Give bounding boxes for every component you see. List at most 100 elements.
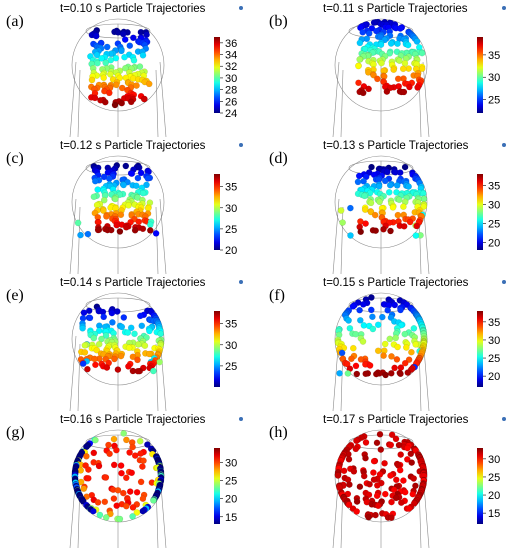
particle bbox=[381, 340, 389, 348]
particle bbox=[152, 230, 160, 237]
particle bbox=[143, 181, 150, 189]
axis-triad-icon bbox=[239, 417, 243, 421]
particle bbox=[396, 169, 404, 176]
particle bbox=[387, 441, 395, 449]
panel-letter: (h) bbox=[269, 424, 288, 441]
particle bbox=[118, 47, 125, 55]
particle bbox=[126, 42, 134, 49]
particle bbox=[134, 367, 142, 375]
particle bbox=[397, 451, 404, 458]
particles bbox=[337, 163, 428, 239]
funnel-line bbox=[159, 198, 167, 274]
particles bbox=[355, 18, 426, 97]
particle bbox=[397, 364, 405, 371]
axis-triad-icon bbox=[239, 143, 243, 147]
particle bbox=[84, 365, 91, 373]
particle bbox=[336, 370, 343, 377]
particle bbox=[116, 228, 124, 235]
particle bbox=[91, 355, 98, 363]
colorbar-tick-label: 36 bbox=[225, 38, 237, 50]
panel-letter: (g) bbox=[6, 424, 25, 441]
particle bbox=[113, 221, 120, 229]
panel-letter: (e) bbox=[6, 287, 24, 304]
particles bbox=[71, 430, 165, 523]
particle bbox=[357, 228, 364, 236]
particle bbox=[388, 431, 396, 439]
particle bbox=[370, 19, 378, 26]
particle bbox=[362, 454, 369, 462]
colorbar-tick-label: 20 bbox=[488, 237, 500, 249]
particle bbox=[111, 101, 119, 109]
panel-title: t=0.14 s Particle Trajectories bbox=[60, 277, 206, 289]
particle bbox=[88, 76, 96, 84]
particle bbox=[374, 502, 382, 510]
panel-f: (f) t=0.15 s Particle Trajectories 20 25 30 3… bbox=[263, 274, 526, 411]
funnel-line bbox=[69, 198, 77, 274]
particle bbox=[385, 189, 393, 196]
colorbar-tick-label: 30 bbox=[225, 73, 237, 85]
particle bbox=[387, 472, 394, 479]
colorbar-tick-label: 25 bbox=[225, 476, 237, 488]
funnel-line bbox=[77, 69, 81, 137]
particle bbox=[386, 335, 394, 343]
axis-triad-icon bbox=[502, 143, 506, 147]
panel-a: (a) t=0.10 s Particle Trajectories 24 26 28 3… bbox=[0, 0, 263, 137]
particles bbox=[334, 294, 428, 379]
particle bbox=[344, 370, 352, 377]
particle bbox=[95, 340, 103, 348]
particle bbox=[102, 59, 109, 67]
particle bbox=[365, 491, 373, 499]
panel-letter: (b) bbox=[269, 13, 288, 30]
particle bbox=[121, 53, 128, 61]
particle bbox=[138, 322, 146, 330]
particle bbox=[100, 196, 108, 204]
particle bbox=[392, 494, 400, 502]
particle bbox=[79, 325, 86, 332]
colorbar bbox=[477, 174, 483, 250]
colorbar-tick-label: 30 bbox=[225, 203, 237, 215]
colorbar-tick-label: 20 bbox=[225, 494, 237, 506]
particle bbox=[408, 459, 415, 466]
particle bbox=[359, 338, 367, 345]
colorbar bbox=[214, 448, 220, 524]
axis-triad-icon bbox=[502, 417, 506, 421]
particle bbox=[103, 43, 111, 51]
colorbar-tick-label: 30 bbox=[488, 454, 500, 466]
colorbar-tick-label: 20 bbox=[488, 371, 500, 383]
particle bbox=[120, 430, 127, 437]
particle bbox=[390, 486, 398, 494]
particle bbox=[349, 303, 357, 310]
particle bbox=[347, 232, 354, 239]
colorbar bbox=[477, 37, 483, 113]
particle bbox=[141, 342, 149, 349]
particle bbox=[414, 84, 421, 91]
particle bbox=[404, 41, 412, 49]
particle bbox=[100, 207, 107, 214]
particle bbox=[113, 502, 120, 509]
panel-letter: (d) bbox=[269, 150, 288, 167]
particle bbox=[410, 475, 417, 482]
particle bbox=[352, 362, 360, 370]
particle bbox=[146, 327, 153, 335]
particle bbox=[90, 193, 98, 201]
particle bbox=[107, 56, 114, 64]
particle bbox=[360, 472, 368, 480]
particle bbox=[135, 218, 143, 226]
particle bbox=[112, 195, 119, 203]
colorbar-tick-label: 35 bbox=[488, 317, 500, 329]
particle bbox=[388, 498, 395, 506]
particle bbox=[359, 29, 366, 36]
funnel-line bbox=[69, 335, 77, 411]
particle bbox=[117, 352, 125, 360]
particle bbox=[377, 446, 385, 453]
particle bbox=[100, 313, 107, 321]
particle bbox=[134, 356, 141, 364]
panel-g: (g) t=0.16 s Particle Trajectories 15 20 25 3… bbox=[0, 411, 263, 548]
particle bbox=[120, 489, 127, 497]
particle bbox=[116, 515, 124, 523]
particle bbox=[93, 346, 101, 354]
colorbar-tick-label: 26 bbox=[225, 96, 237, 108]
plot-area: 25 30 35 bbox=[69, 280, 243, 411]
funnel-line bbox=[69, 61, 77, 137]
particle bbox=[400, 477, 407, 484]
